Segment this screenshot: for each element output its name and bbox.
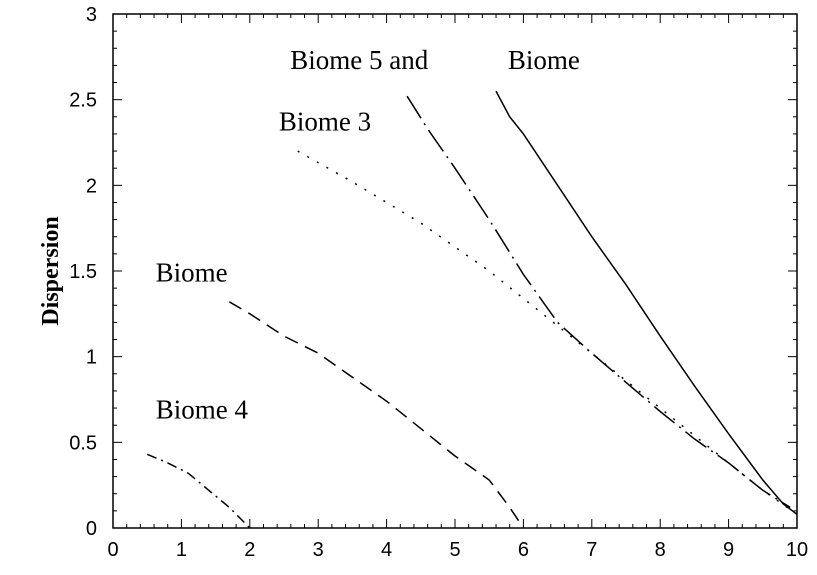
x-tick-label: 2 <box>244 539 255 561</box>
x-tick-label: 6 <box>518 539 529 561</box>
x-tick-label: 7 <box>586 539 597 561</box>
series-line-4 <box>228 301 525 529</box>
series-line-2 <box>406 95 791 509</box>
x-tick-label: 4 <box>381 539 392 561</box>
series-annotation: Biome 4 <box>156 394 249 424</box>
y-axis-label: Dispersion <box>38 216 64 325</box>
y-tick-label: 0.5 <box>69 432 97 454</box>
series-layer <box>146 90 798 529</box>
series-line-3 <box>297 150 798 515</box>
series-annotation: Biome 5 and <box>290 45 428 75</box>
axis-ticks <box>112 13 798 529</box>
x-tick-label: 3 <box>313 539 324 561</box>
x-tick-label: 0 <box>107 539 118 561</box>
x-tick-label: 1 <box>176 539 187 561</box>
series-annotation: Biome <box>508 45 580 75</box>
series-line-1 <box>495 90 798 515</box>
y-tick-label: 2.5 <box>69 90 97 112</box>
axis-tick-labels: 0 1 2 3 4 5 6 7 8 9 10 0 0.5 1 1.5 2 2.5 3 <box>69 4 808 561</box>
x-tick-label: 8 <box>655 539 666 561</box>
series-annotation: Biome 3 <box>279 107 371 137</box>
x-tick-label: 9 <box>723 539 734 561</box>
annotation-layer: Biome 5 and Biome Biome 3 Biome Biome 4 <box>156 45 580 425</box>
y-tick-label: 1 <box>86 347 97 369</box>
y-tick-label: 2 <box>86 175 97 197</box>
series-annotation: Biome <box>156 257 228 287</box>
y-tick-label: 1.5 <box>69 261 97 283</box>
y-tick-label: 3 <box>86 4 97 26</box>
x-tick-label: 10 <box>786 539 808 561</box>
x-tick-label: 5 <box>449 539 460 561</box>
y-tick-label: 0 <box>86 518 97 540</box>
series-line-5 <box>146 453 251 529</box>
